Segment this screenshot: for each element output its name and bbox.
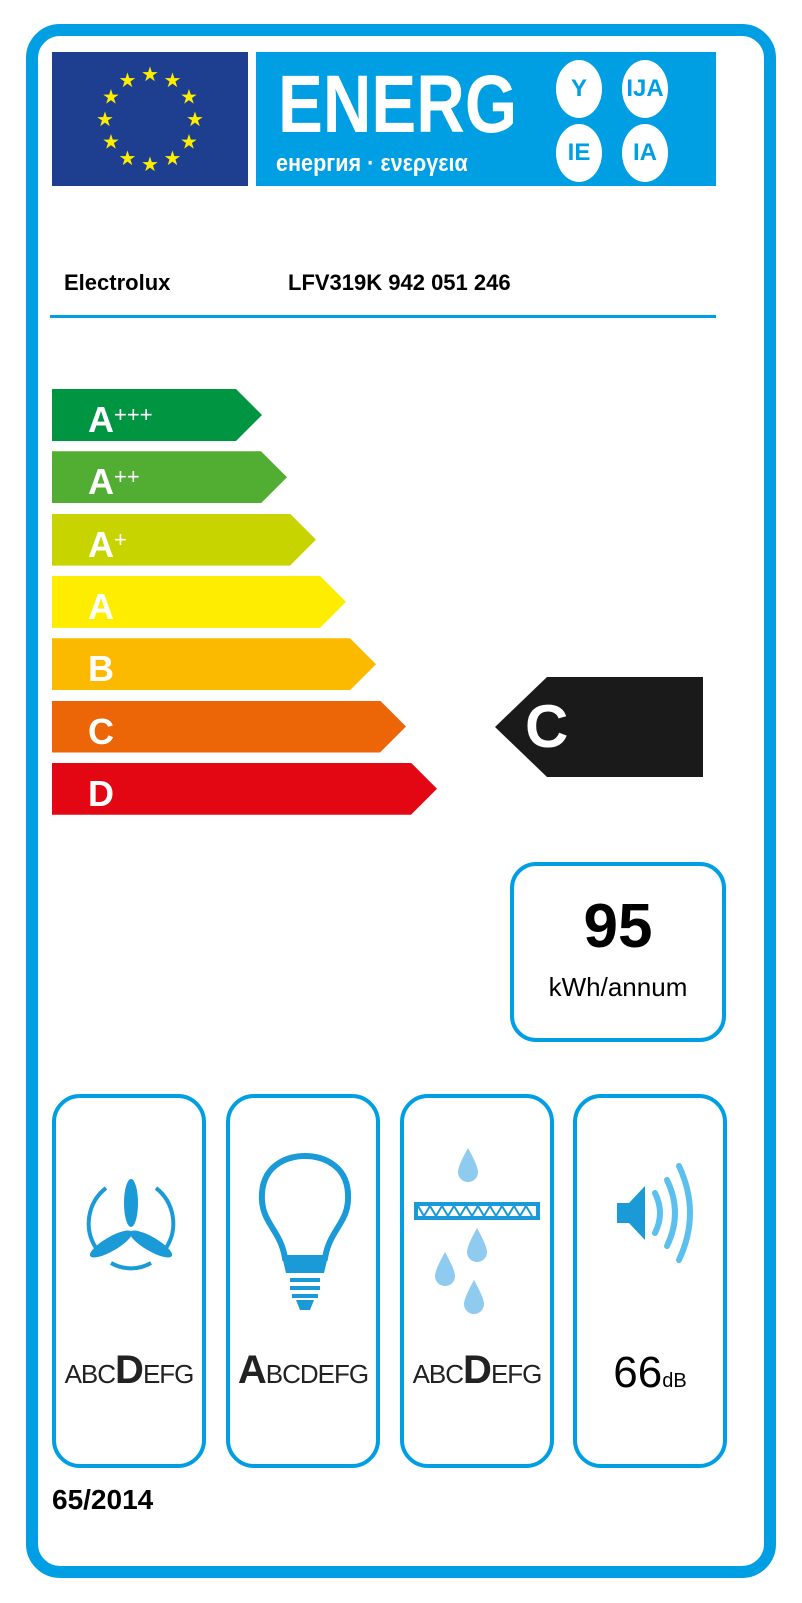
bar-label-plus: + <box>114 526 127 552</box>
energy-class-bar: A++ <box>52 451 287 503</box>
energy-class-bar: B <box>52 638 376 690</box>
bar-label: A <box>88 461 114 503</box>
speaker-noise-icon <box>617 1163 693 1263</box>
efficiency-scale: ABCDEFG <box>230 1348 376 1393</box>
suffix-y: Y <box>556 60 602 118</box>
star-icon: ★ <box>164 70 182 92</box>
scale-letter: A <box>412 1359 430 1389</box>
noise-unit: dB <box>662 1370 687 1392</box>
energy-class-bar: A <box>52 576 346 628</box>
scale-letter: D <box>463 1348 492 1392</box>
bar-label: C <box>88 710 114 752</box>
lighting-efficiency-box: ABCDEFG <box>226 1094 380 1468</box>
bar-label: D <box>88 772 114 814</box>
scale-letter: D <box>299 1359 319 1389</box>
star-icon: ★ <box>119 70 137 92</box>
bar-label-plus: ++ <box>114 464 140 490</box>
eu-flag: ★ ★ ★ ★ ★ ★ ★ ★ ★ ★ ★ ★ <box>52 52 248 186</box>
fan-icon <box>86 1179 176 1271</box>
star-icon: ★ <box>180 132 198 154</box>
bar-label: A <box>88 585 114 627</box>
divider <box>50 315 716 318</box>
efficiency-scale: ABCDEFG <box>56 1348 202 1393</box>
scale-letter: C <box>282 1359 301 1389</box>
scale-letter: E <box>142 1359 160 1389</box>
energy-class-bar: A+ <box>52 514 316 566</box>
scale-letter: B <box>80 1359 98 1389</box>
energy-class-arrow: C <box>495 677 703 777</box>
noise-level: 66dB <box>577 1348 723 1398</box>
bar-label: A <box>88 399 114 440</box>
energy-class-value: C <box>525 693 569 760</box>
regulation-number: 65/2014 <box>52 1484 154 1515</box>
scale-letter: F <box>334 1359 350 1389</box>
scale-letter: D <box>115 1348 144 1392</box>
scale-letter: A <box>64 1359 82 1389</box>
scale-letter: A <box>237 1348 267 1392</box>
scale-letter: G <box>348 1359 369 1389</box>
label-frame <box>26 24 776 1578</box>
header-subtitle: енергия · ενεργεια <box>276 150 468 177</box>
model-identifier: LFV319K 942 051 246 <box>288 270 511 295</box>
scale-letter: E <box>490 1359 508 1389</box>
suffix-ia: IA <box>622 124 668 182</box>
consumption-box: 95 kWh/annum <box>510 862 726 1042</box>
scale-letter: B <box>428 1359 446 1389</box>
scale-letter: B <box>265 1359 283 1389</box>
scale-letter: G <box>174 1359 194 1389</box>
scale-letter: G <box>522 1359 542 1389</box>
fluid-dynamic-efficiency-box: ABCDEFG <box>52 1094 206 1468</box>
supplier-name: Electrolux <box>64 270 171 295</box>
header-title: ENERG <box>278 59 518 150</box>
grease-filter-icon <box>414 1148 540 1314</box>
scale-letter: F <box>507 1359 523 1389</box>
lightbulb-icon <box>258 1152 352 1310</box>
scale-letter: C <box>445 1359 464 1389</box>
star-icon: ★ <box>119 148 137 170</box>
energy-class-bar: A+++ <box>52 389 262 441</box>
consumption-unit: kWh/annum <box>548 972 688 1002</box>
bar-label-plus: +++ <box>114 402 153 427</box>
star-icon: ★ <box>102 132 120 154</box>
eu-stars-icon: ★ ★★★★★★★★★★★ <box>96 64 204 176</box>
efficiency-scale: ABCDEFG <box>404 1348 550 1393</box>
noise-value: 66 <box>613 1348 663 1397</box>
star-icon: ★ <box>180 87 198 109</box>
energy-header: ENERG енергия · ενεργεια Y IJA IE IA <box>256 52 716 186</box>
noise-box: 66dB <box>573 1094 727 1468</box>
energy-class-bar: C <box>52 701 406 753</box>
scale-letter: E <box>317 1359 335 1389</box>
star-icon: ★ <box>141 64 159 86</box>
bar-label: B <box>88 648 114 690</box>
bar-label: A <box>88 523 114 565</box>
scale-letter: F <box>159 1359 175 1389</box>
star-icon: ★ <box>96 109 114 131</box>
star-icon: ★ <box>102 87 120 109</box>
consumption-value: 95 <box>583 892 653 961</box>
star-icon: ★ <box>164 148 182 170</box>
suffix-ie: IE <box>556 124 602 182</box>
star-icon: ★ <box>141 154 159 176</box>
grease-filtering-efficiency-box: ABCDEFG <box>400 1094 554 1468</box>
scale-letter: C <box>97 1359 116 1389</box>
star-icon: ★ <box>186 109 204 131</box>
suffix-ija: IJA <box>622 60 668 118</box>
energy-class-bar: D <box>52 763 437 815</box>
